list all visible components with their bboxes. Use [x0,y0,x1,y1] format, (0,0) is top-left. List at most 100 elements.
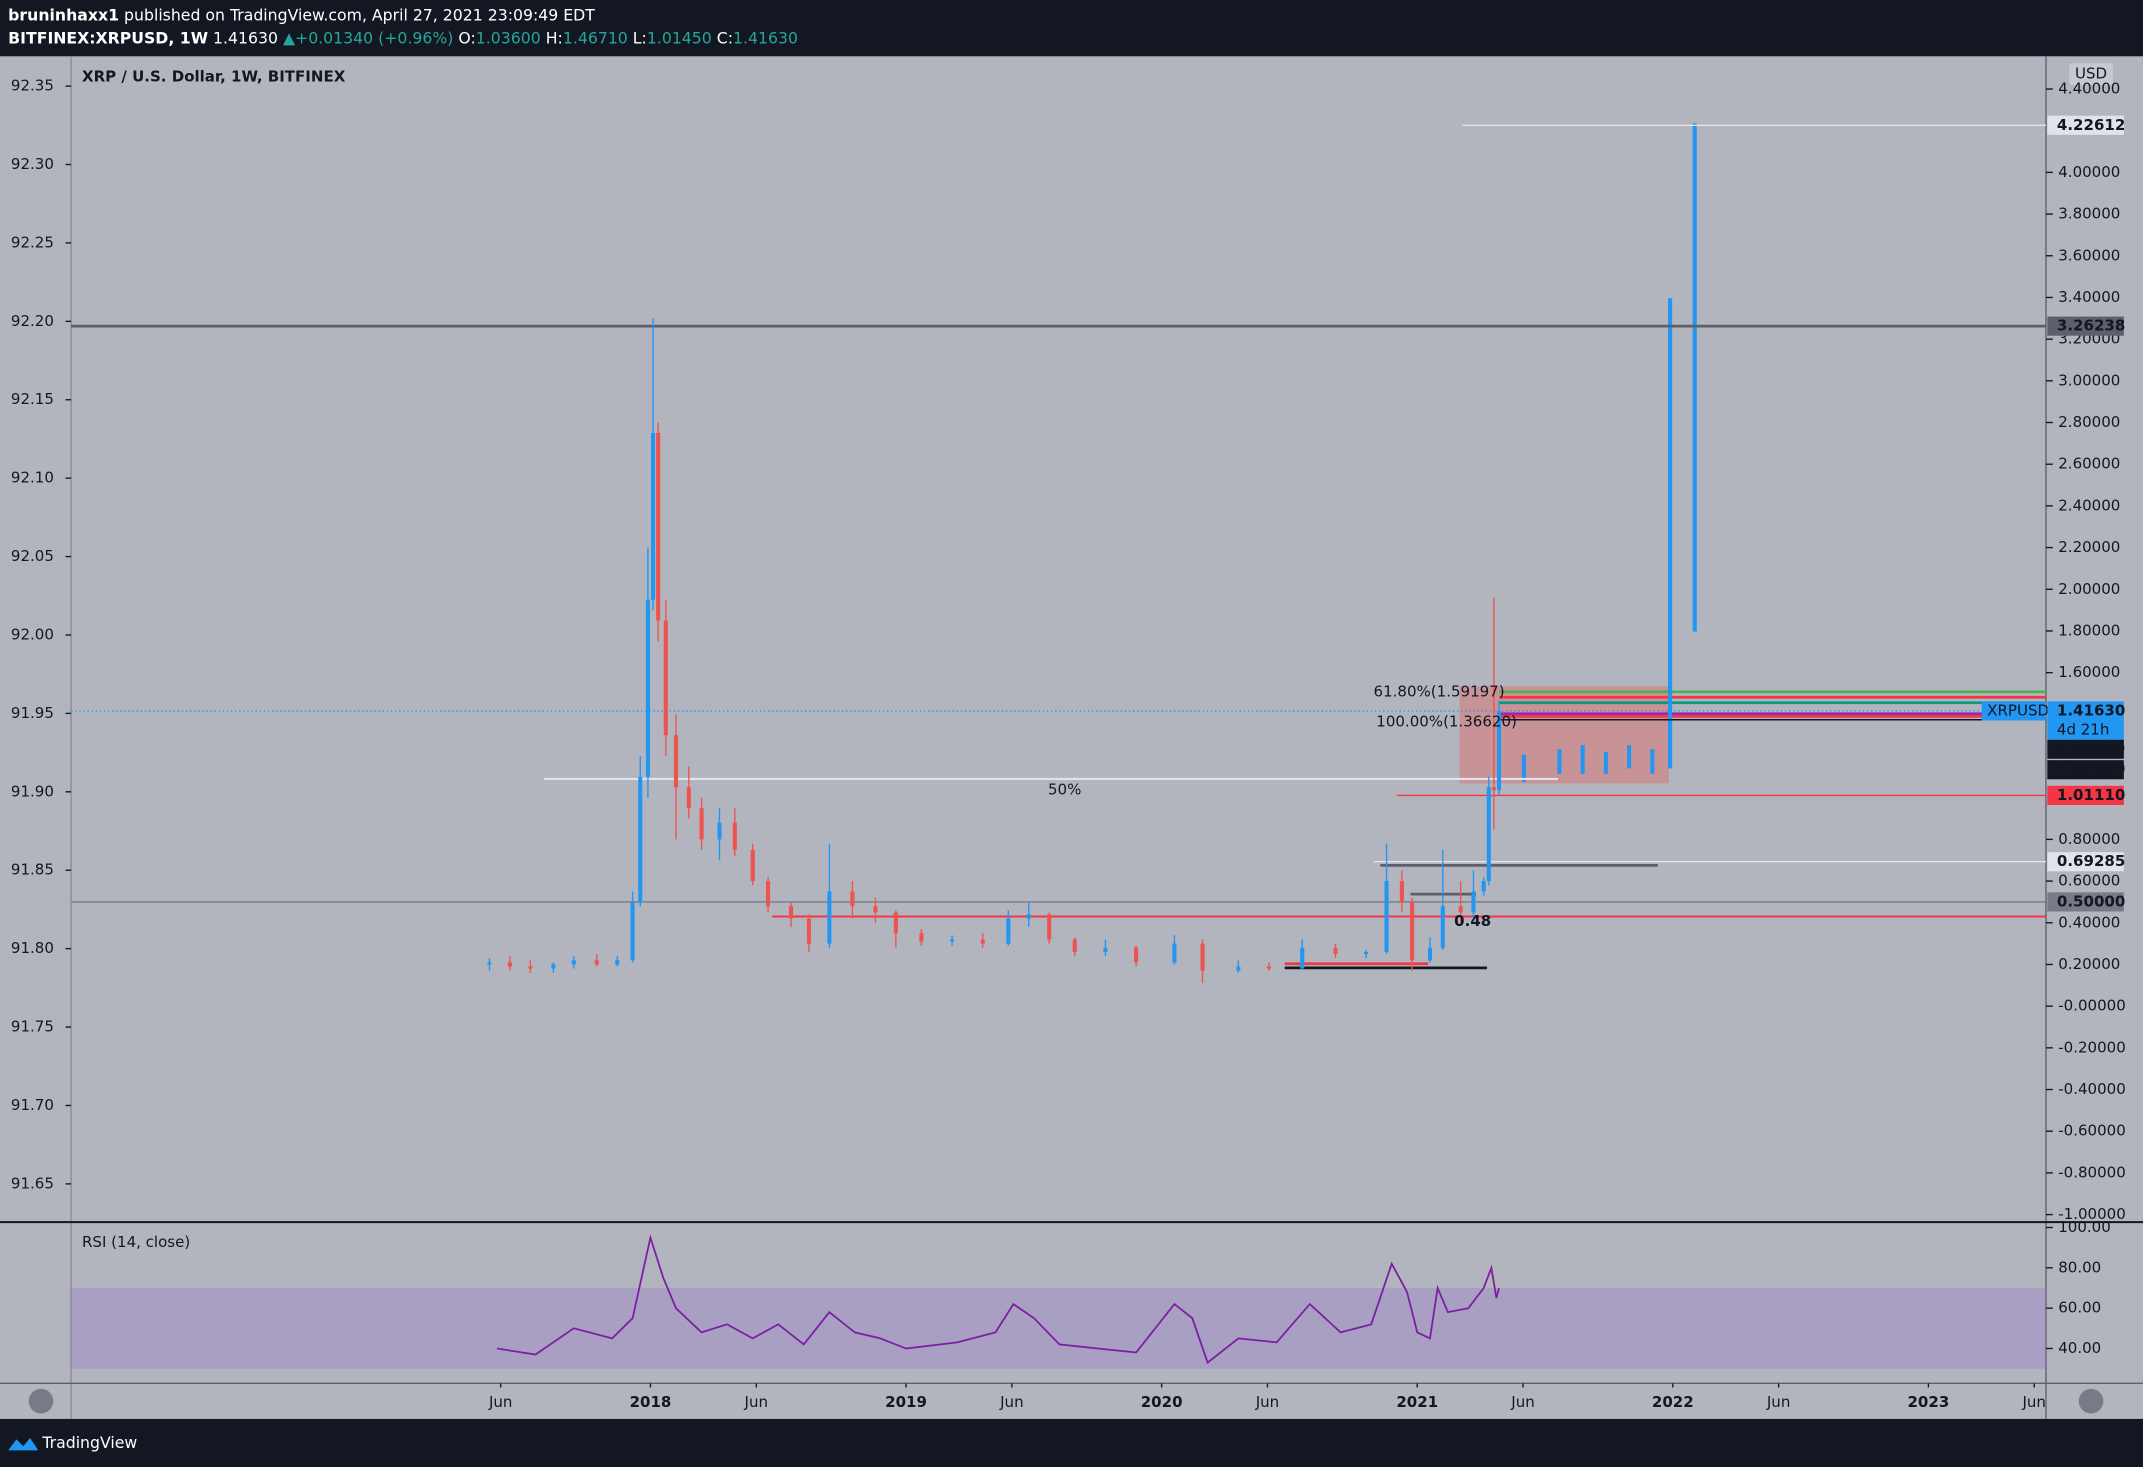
rsi-line [496,1234,1500,1365]
candle-body [650,432,656,600]
y-tick-label: -0.60000 [2058,1122,2126,1140]
y-tick-label: -0.20000 [2058,1038,2126,1056]
y-tick-label: 1.60000 [2058,663,2120,681]
countdown: 4d 21h [2057,721,2109,739]
y2-tick-label: 92.20 [11,312,54,330]
candle-body [919,933,924,942]
y-tick-label: 1.80000 [2058,621,2120,639]
y2-tick-label: 92.30 [11,155,54,173]
candle-body [1410,901,1415,961]
candle-body [1491,787,1496,791]
y2-tick-label: 91.65 [11,1174,54,1192]
o: 1.03600 [476,28,541,47]
candle-body [1300,947,1305,969]
fib-label: 61.80%(1.59197) [1374,682,1505,700]
author: bruninhaxx1 [8,5,119,24]
y-tick-label: 0.40000 [2058,913,2120,931]
chart-title: XRP / U.S. Dollar, 1W, BITFINEX [82,67,346,85]
annotation: 0.48 [1454,912,1491,930]
symbol-box [1981,701,2046,721]
price-label-box [2047,316,2124,336]
brand: TradingView [41,1433,137,1452]
candle-body [645,599,650,777]
symbol-label: XRPUSD [1987,701,2049,719]
chart-background [0,56,2143,1419]
y-tick-label: -0.00000 [2058,997,2126,1015]
candle-body [1072,939,1077,952]
y2-tick-label: 91.90 [11,782,54,800]
y-tick-label: 3.00000 [2058,371,2120,389]
y2-tick-label: 92.15 [11,390,54,408]
candle-body [827,891,832,944]
candle-body [1364,951,1369,955]
rsi-tick-label: 100.00 [2058,1218,2111,1236]
fib-label: 100.00%(1.36620) [1376,712,1517,730]
candle-body [950,939,955,942]
candle-body [656,432,661,621]
y-tick-label: 3.80000 [2058,205,2120,223]
candle-body [873,906,878,913]
l-label: L: [633,28,647,47]
x-tick-label: Jun [2021,1393,2045,1411]
price-label: 3.26238 [2057,317,2125,335]
candle-body [1026,914,1031,919]
y-tick-label: -0.40000 [2058,1080,2126,1098]
scale-button[interactable] [2078,1388,2104,1414]
candle-body [806,918,811,944]
candle-body [1399,881,1404,902]
price-label-box [2047,760,2124,780]
y-tick-label: 2.80000 [2058,413,2120,431]
candle-body [1103,947,1108,952]
y-tick-label: 3.40000 [2058,288,2120,306]
candle-body [528,966,533,969]
last-price-box [2047,701,2124,740]
price-label: 1.01110 [2057,786,2125,804]
symbol: BITFINEX:XRPUSD, 1W [8,28,208,47]
candle-body [765,881,771,907]
h-label: H: [546,28,563,47]
y2-tick-label: 91.85 [11,861,54,879]
up-arrow: ▲ [283,28,296,47]
candle-body [980,939,985,944]
settings-button[interactable] [28,1388,54,1414]
y2-tick-label: 92.10 [11,469,54,487]
last-price-label: 1.41630 [2057,701,2125,719]
candle-body [1471,891,1476,913]
target-box [1459,686,1669,784]
h: 1.46710 [563,28,628,47]
l: 1.01450 [647,28,712,47]
candle-body [893,912,898,934]
x-tick-label: 2020 [1141,1393,1183,1411]
currency: USD [2075,65,2107,83]
candle-body [788,906,794,919]
candle-body [686,787,691,809]
y2-tick-label: 92.25 [11,233,54,251]
o-label: O: [458,28,475,47]
x-tick-label: 2018 [630,1393,672,1411]
price-label-box [2047,852,2124,872]
y-tick-label: 2.40000 [2058,496,2120,514]
c: 1.41630 [733,28,798,47]
candle-body [1236,966,1241,971]
y-tick-label: 4.00000 [2058,163,2120,181]
published: published on TradingView.com, April 27, … [124,5,595,24]
y2-tick-label: 91.80 [11,939,54,957]
candle-body [571,960,576,965]
x-tick-label: Jun [488,1393,512,1411]
candle-body [1134,947,1139,963]
price-label: 1.37370 [2057,760,2125,778]
x-tick-label: 2022 [1652,1393,1694,1411]
price-label-box [2047,785,2124,805]
candle-body [663,620,668,736]
candle-body [1427,947,1433,961]
x-tick-label: Jun [744,1393,768,1411]
y-tick-label: 2.00000 [2058,580,2120,598]
price-label: 0.50000 [2057,892,2125,910]
candle-body [487,962,492,965]
x-tick-label: 2021 [1396,1393,1438,1411]
candle-body [1047,914,1052,940]
candle-body [551,964,556,969]
y-tick-label: -1.00000 [2058,1205,2126,1223]
candle-body [1333,947,1338,955]
candle-body [1266,966,1272,969]
